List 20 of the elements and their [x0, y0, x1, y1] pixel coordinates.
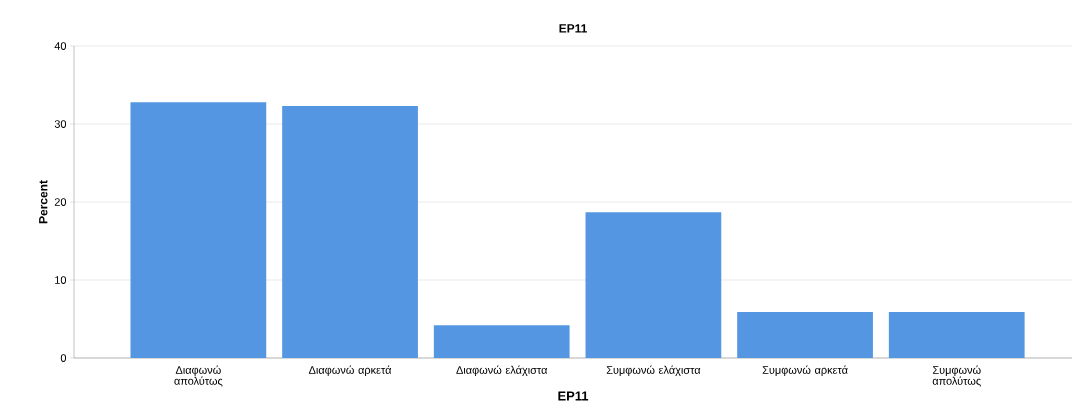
- bar: [585, 212, 722, 358]
- bar: [130, 102, 267, 358]
- x-tick-label: Διαφωνώ ελάχιστα: [456, 365, 548, 377]
- bar: [737, 311, 873, 358]
- x-tick-label: Συμφωνώ αρκετά: [762, 365, 848, 377]
- x-tick-label: Διαφωνώ απολύτως: [174, 365, 223, 387]
- x-tick-label: Συμφωνώ ελάχιστα: [606, 365, 701, 377]
- bar: [282, 106, 418, 358]
- bar: [888, 311, 1025, 358]
- y-tick-label: 40: [54, 42, 67, 50]
- x-tick-label: Διαφωνώ αρκετά: [308, 365, 392, 377]
- y-axis-title: Percent: [39, 180, 48, 224]
- chart-title: EP11: [559, 24, 587, 33]
- x-axis-title: EP11: [558, 391, 589, 401]
- y-tick-label: 30: [54, 120, 67, 128]
- y-tick-label: 0: [60, 354, 67, 362]
- x-tick-label: Συμφωνώ απολύτως: [932, 365, 981, 387]
- y-tick-label: 20: [54, 198, 67, 206]
- y-tick-label: 10: [55, 276, 67, 284]
- bar: [433, 325, 570, 358]
